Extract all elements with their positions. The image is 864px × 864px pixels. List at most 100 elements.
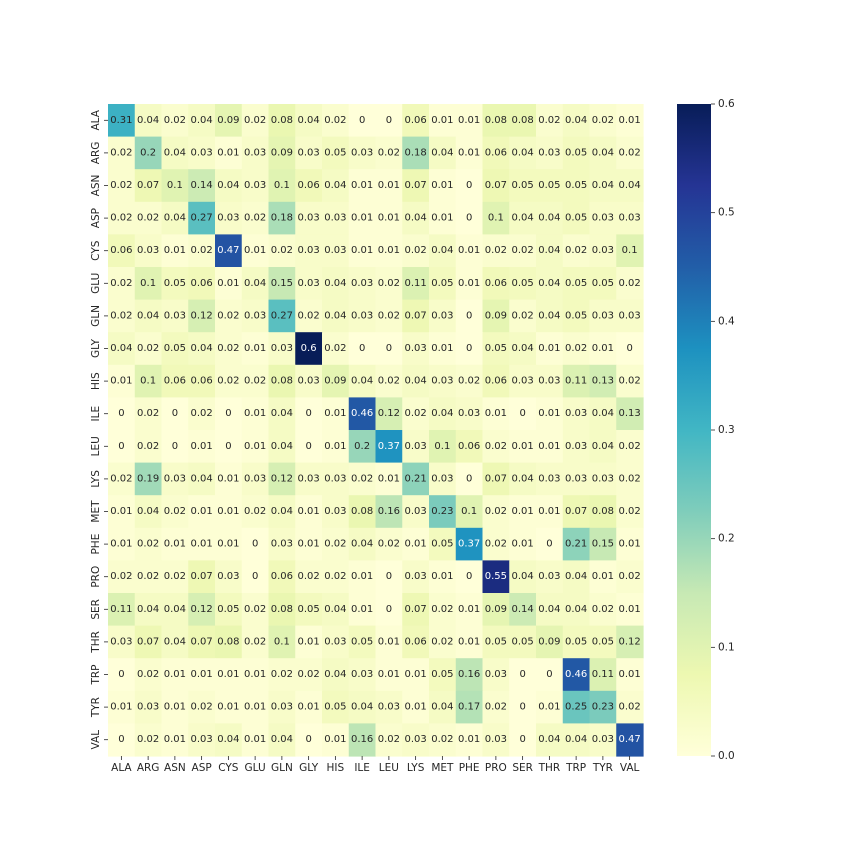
- cell-value-arg-arg: 0.2: [140, 147, 156, 158]
- cell-value-trp-asp: 0.01: [190, 669, 212, 680]
- cell-value-lys-ser: 0.04: [511, 473, 533, 484]
- cell-value-gly-gly: 0.6: [301, 343, 317, 354]
- heatmap-cell-thr-gln: [268, 625, 296, 659]
- heatmap-cell-asp-trp: [562, 201, 591, 235]
- cell-value-tyr-thr: 0.01: [538, 702, 560, 713]
- cell-value-lys-leu: 0.01: [378, 473, 400, 484]
- heatmap-cell-leu-ile: [348, 430, 377, 464]
- cell-value-arg-thr: 0.03: [538, 147, 560, 158]
- cell-value-gln-phe: 0: [466, 310, 472, 321]
- cell-value-met-ala: 0.01: [110, 506, 132, 517]
- cell-value-phe-met: 0.05: [431, 539, 453, 550]
- heatmap-cell-asp-phe: [455, 201, 484, 235]
- y-tick-label-asn: ASN: [90, 175, 102, 197]
- heatmap-cell-lys-tyr: [589, 462, 617, 496]
- heatmap-cell-gln-thr: [536, 299, 564, 333]
- heatmap-cell-phe-asp: [188, 527, 216, 561]
- cell-value-gly-tyr: 0.01: [592, 343, 614, 354]
- cell-value-glu-pro: 0.06: [485, 278, 507, 289]
- cell-value-thr-met: 0.02: [431, 636, 453, 647]
- cell-value-glu-thr: 0.04: [538, 278, 560, 289]
- heatmap-cell-asp-thr: [536, 201, 564, 235]
- cell-value-ile-asp: 0.02: [190, 408, 212, 419]
- heatmap-cell-ser-his: [322, 593, 350, 627]
- heatmap-cell-lys-ala: [108, 462, 136, 496]
- heatmap-cell-arg-met: [429, 136, 457, 170]
- heatmap-cell-leu-asp: [188, 430, 216, 464]
- heatmap-cell-ser-val: [616, 593, 644, 627]
- cell-value-ala-his: 0.02: [324, 115, 346, 126]
- heatmap-cell-ile-lys: [402, 397, 430, 431]
- cell-value-ser-glu: 0.02: [244, 604, 266, 615]
- heatmap-cell-ile-val: [616, 397, 644, 431]
- heatmap-cell-cys-arg: [134, 234, 163, 268]
- cell-value-asn-tyr: 0.04: [592, 180, 614, 191]
- y-tick-label-ser: SER: [90, 599, 102, 620]
- heatmap-cell-glu-ile: [348, 267, 377, 301]
- cell-value-cys-arg: 0.03: [137, 245, 159, 256]
- cell-value-asp-cys: 0.03: [217, 213, 239, 224]
- heatmap-cell-ile-tyr: [589, 397, 617, 431]
- cell-value-pro-val: 0.02: [618, 571, 640, 582]
- cell-value-thr-pro: 0.05: [485, 636, 507, 647]
- x-tick-label-gly: GLY: [299, 762, 319, 774]
- cell-value-leu-cys: 0: [225, 441, 231, 452]
- cell-value-asp-tyr: 0.03: [592, 213, 614, 224]
- heatmap-cell-asn-trp: [562, 169, 591, 203]
- heatmap-cell-ser-arg: [134, 593, 163, 627]
- cell-value-his-cys: 0.02: [217, 376, 239, 387]
- cell-value-lys-ala: 0.02: [110, 473, 132, 484]
- heatmap-cell-phe-asn: [161, 527, 189, 561]
- cell-value-gln-leu: 0.02: [378, 310, 400, 321]
- heatmap-cell-pro-his: [322, 560, 350, 594]
- heatmap-cell-lys-ile: [348, 462, 377, 496]
- cell-value-met-val: 0.02: [618, 506, 640, 517]
- heatmap-cell-pro-cys: [215, 560, 243, 594]
- cell-value-arg-gly: 0.03: [297, 147, 319, 158]
- heatmap-cell-thr-phe: [455, 625, 484, 659]
- heatmap-cell-his-ile: [348, 364, 377, 398]
- cell-value-phe-cys: 0.01: [217, 539, 239, 550]
- heatmap-cell-ile-asp: [188, 397, 216, 431]
- heatmap-cell-met-asp: [188, 495, 216, 529]
- heatmap-cell-asp-ile: [348, 201, 377, 235]
- cell-value-his-tyr: 0.13: [592, 376, 614, 387]
- cell-value-glu-met: 0.05: [431, 278, 453, 289]
- heatmap-cell-met-leu: [375, 495, 403, 529]
- cell-value-ile-phe: 0.03: [458, 408, 480, 419]
- heatmap-cell-cys-glu: [241, 234, 270, 268]
- cell-value-gln-glu: 0.03: [244, 310, 266, 321]
- cell-value-met-pro: 0.02: [485, 506, 507, 517]
- x-tick-label-tyr: TYR: [592, 762, 613, 774]
- heatmap-cell-met-thr: [536, 495, 564, 529]
- heatmap-cell-met-asn: [161, 495, 189, 529]
- heatmap-cell-ala-ile: [348, 104, 377, 138]
- heatmap-cell-ile-his: [322, 397, 350, 431]
- cell-value-ile-glu: 0.01: [244, 408, 266, 419]
- cell-value-arg-tyr: 0.04: [592, 147, 614, 158]
- heatmap-cell-arg-lys: [402, 136, 430, 170]
- cell-value-ser-met: 0.02: [431, 604, 453, 615]
- cell-value-val-asn: 0.01: [164, 734, 186, 745]
- cell-value-pro-thr: 0.03: [538, 571, 560, 582]
- cell-value-pro-asn: 0.02: [164, 571, 186, 582]
- colorbar-tick-label: 0.6: [718, 98, 735, 110]
- cell-value-gly-his: 0.02: [324, 343, 346, 354]
- y-tick-label-pro: PRO: [90, 566, 102, 588]
- cell-value-lys-glu: 0.03: [244, 473, 266, 484]
- heatmap-cell-arg-gly: [295, 136, 323, 170]
- heatmap-cell-cys-ala: [108, 234, 136, 268]
- cell-value-val-tyr: 0.03: [592, 734, 614, 745]
- heatmap-cell-cys-tyr: [589, 234, 617, 268]
- heatmap-cell-thr-glu: [241, 625, 270, 659]
- cell-value-arg-trp: 0.05: [565, 147, 587, 158]
- x-tick-label-met: MET: [431, 762, 454, 774]
- cell-value-leu-trp: 0.03: [565, 441, 587, 452]
- heatmap-cell-tyr-glu: [241, 690, 270, 724]
- heatmap-cell-gln-phe: [455, 299, 484, 333]
- cell-value-trp-pro: 0.03: [485, 669, 507, 680]
- heatmap-cell-lys-asn: [161, 462, 189, 496]
- cell-value-arg-ile: 0.03: [351, 147, 373, 158]
- heatmap-cell-gly-ser: [509, 332, 537, 366]
- cell-value-gly-ala: 0.04: [110, 343, 132, 354]
